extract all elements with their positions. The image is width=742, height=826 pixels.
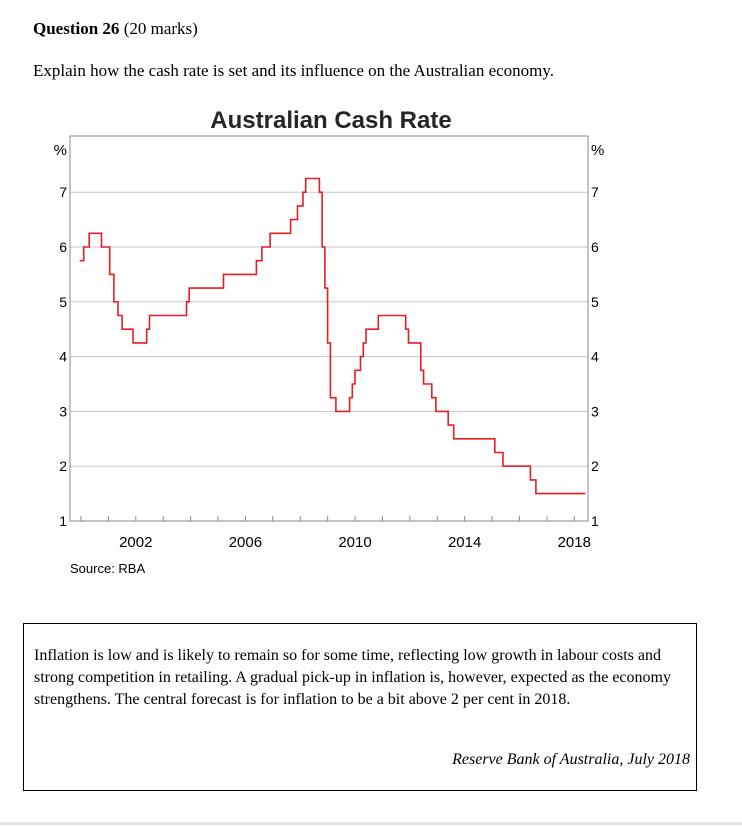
chart-title: Australian Cash Rate [210,107,452,134]
x-tick-label: 2002 [119,534,152,551]
question-heading: Question 26 (20 marks) [33,19,198,39]
y-tick-label-right: 6 [591,239,599,255]
y-tick-label-right: 1 [591,513,599,529]
source-extract-text: Inflation is low and is likely to remain… [34,647,671,708]
y-tick-label-right: 3 [591,403,599,419]
x-tick-label: 2018 [558,534,591,551]
y-tick-label-left: 6 [59,239,67,255]
x-tick-label: 2014 [448,534,481,551]
grid-lines [70,191,588,467]
x-tick-label: 2010 [338,534,371,551]
y-tick-label-right: 7 [591,184,599,200]
y-tick-label-right: 2 [591,458,599,474]
y-axis-unit-left: % [54,142,67,159]
bottom-divider [0,822,742,825]
question-number: Question 26 [33,19,120,38]
source-extract-credit: Reserve Bank of Australia, July 2018 [452,751,690,768]
axis-ticks [80,516,575,521]
y-tick-label-right: 4 [591,349,599,365]
question-text: Explain how the cash rate is set and its… [33,61,555,80]
cash-rate-chart: 1 1 2 2 3 3 4 4 5 5 6 6 7 7% % 2002 2006 2010 2014 2018 [54,135,605,551]
cash-rate-line [79,177,586,495]
y-tick-label-left: 2 [59,458,67,474]
y-tick-label-left: 1 [59,513,67,529]
question-marks: (20 marks) [123,19,198,38]
y-tick-label-left: 7 [59,184,67,200]
y-tick-label-left: 5 [59,294,67,310]
chart-source: Source: RBA [70,561,146,576]
x-tick-label: 2006 [229,534,262,551]
y-axis-unit-right: % [591,142,604,159]
y-tick-label-left: 4 [59,349,67,365]
y-tick-label-right: 5 [591,294,599,310]
plot-frame [69,135,589,522]
source-extract-box: Inflation is low and is likely to remain… [23,623,697,791]
y-tick-label-left: 3 [59,403,67,419]
axis-labels: 1 1 2 2 3 3 4 4 5 5 6 6 7 7% % 2002 2006 2010 2014 2018 [54,142,605,551]
